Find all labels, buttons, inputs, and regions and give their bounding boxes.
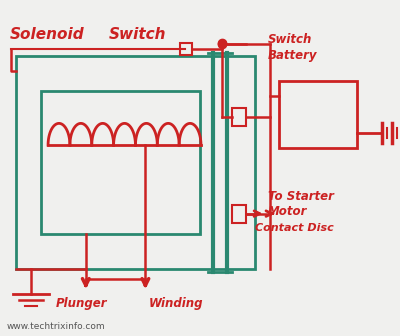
Text: Switch: Switch bbox=[109, 27, 166, 42]
Text: Solenoid: Solenoid bbox=[9, 27, 84, 42]
Bar bbox=[180, 43, 192, 55]
Bar bbox=[41, 91, 200, 235]
Bar bbox=[232, 109, 246, 126]
Text: Motor: Motor bbox=[268, 205, 307, 218]
Bar bbox=[16, 56, 255, 269]
Text: To Starter: To Starter bbox=[268, 190, 334, 203]
Text: Plunger: Plunger bbox=[56, 297, 108, 310]
Text: www.techtrixinfo.com: www.techtrixinfo.com bbox=[6, 322, 105, 331]
Text: Winding: Winding bbox=[148, 297, 203, 310]
Text: Switch: Switch bbox=[268, 33, 312, 46]
Bar bbox=[280, 81, 357, 148]
Bar bbox=[232, 205, 246, 222]
Text: Contact Disc: Contact Disc bbox=[255, 223, 333, 234]
Text: Battery: Battery bbox=[268, 49, 317, 62]
